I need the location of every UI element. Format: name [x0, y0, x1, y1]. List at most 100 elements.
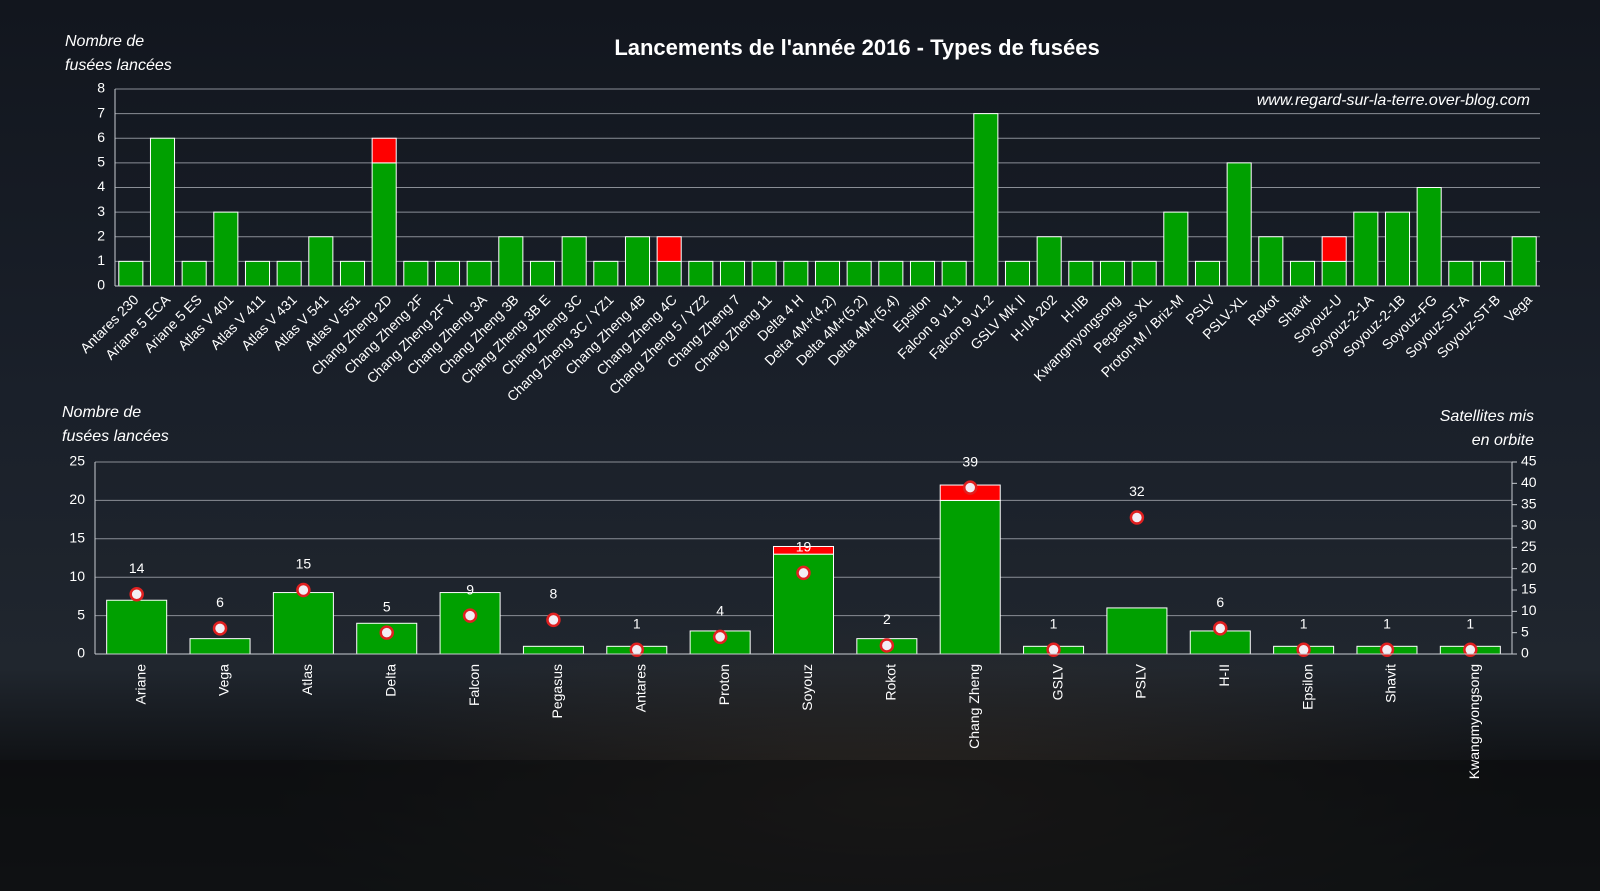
bar	[656, 260, 682, 287]
bar	[498, 236, 524, 287]
bar	[439, 592, 501, 655]
bar	[939, 499, 1001, 655]
value-label: 19	[796, 539, 812, 555]
bar	[656, 236, 682, 262]
x-tick-label: GSLV	[1049, 663, 1065, 700]
x-tick-label: Kwangmyongsong	[1466, 664, 1482, 779]
bar	[1106, 607, 1168, 655]
bar	[1416, 187, 1442, 287]
bar	[181, 260, 207, 287]
bar	[149, 137, 176, 287]
satellite-point	[296, 582, 311, 598]
bar	[276, 260, 302, 287]
y-tick-label: 10	[69, 568, 85, 584]
bar	[529, 260, 556, 287]
bar	[1448, 260, 1474, 287]
y-tick-label: 15	[69, 530, 85, 546]
bar	[772, 545, 835, 555]
bar	[1479, 260, 1506, 287]
satellite-point	[212, 621, 228, 636]
y-axis-title: Nombre de	[62, 404, 141, 421]
y-axis-title: Nombre de	[65, 33, 144, 50]
y-tick-label: 1	[97, 252, 105, 268]
satellite-point	[1379, 642, 1395, 657]
x-tick-label: Vega	[216, 664, 232, 696]
bar	[1258, 236, 1284, 287]
bar	[244, 260, 271, 287]
y-tick-label: 5	[77, 606, 85, 622]
bar	[189, 638, 251, 655]
bar	[1068, 260, 1094, 287]
y2-axis-title: en orbite	[1472, 432, 1534, 449]
x-tick-label: Rokot	[883, 664, 899, 701]
bar	[751, 260, 777, 287]
value-label: 5	[383, 598, 391, 614]
bar	[466, 260, 492, 287]
bar	[1384, 211, 1411, 287]
value-label: 1	[1466, 615, 1474, 631]
bar	[593, 260, 619, 287]
bar	[403, 260, 429, 287]
satellite-point	[1296, 642, 1311, 657]
chart-title: Lancements de l'année 2016 - Types de fu…	[614, 35, 1099, 60]
ground-shade	[0, 760, 1600, 891]
x-tick-label: Rokot	[1244, 291, 1281, 328]
bar	[308, 236, 334, 287]
satellite-point	[462, 608, 478, 623]
y-tick-label: 6	[97, 129, 105, 145]
y2-tick-label: 25	[1521, 538, 1537, 554]
bar	[1353, 211, 1379, 287]
x-tick-label: H-II	[1216, 664, 1232, 687]
y-tick-label: 0	[97, 277, 105, 293]
x-tick-label: Atlas	[299, 664, 315, 695]
y2-tick-label: 20	[1521, 559, 1537, 575]
bar	[1321, 236, 1347, 262]
y-tick-label: 8	[97, 80, 105, 96]
bar	[1131, 260, 1157, 287]
x-tick-label: Proton	[716, 664, 732, 705]
satellite-point	[379, 625, 394, 640]
satellite-point	[1046, 642, 1061, 657]
x-tick-label: Ariane	[132, 664, 148, 705]
bar	[973, 113, 999, 287]
satellite-point	[879, 638, 895, 653]
value-label: 6	[216, 594, 224, 610]
bar	[941, 260, 967, 287]
satellite-point	[1463, 642, 1478, 657]
x-tick-label: Pegasus	[549, 664, 565, 718]
bar	[272, 592, 334, 655]
value-label: 6	[1216, 594, 1224, 610]
bar	[1321, 260, 1347, 287]
value-label: 1	[1050, 615, 1058, 631]
bar	[1099, 260, 1126, 287]
value-label: 39	[962, 453, 978, 469]
bar	[371, 137, 397, 164]
bar	[878, 260, 904, 287]
y2-tick-label: 0	[1521, 645, 1529, 661]
bar	[624, 236, 651, 287]
y2-tick-label: 35	[1521, 495, 1537, 511]
satellite-point	[629, 642, 645, 657]
value-label: 8	[550, 586, 558, 602]
bar	[339, 260, 366, 287]
bar	[561, 236, 587, 287]
bar	[1036, 236, 1062, 287]
y-tick-label: 7	[97, 104, 105, 120]
bar	[106, 599, 168, 655]
x-tick-label: Chang Zheng	[966, 664, 982, 749]
y-tick-label: 5	[97, 154, 105, 170]
y-tick-label: 4	[97, 178, 105, 194]
y2-tick-label: 40	[1521, 474, 1537, 490]
bar	[1004, 260, 1031, 287]
bar	[434, 260, 461, 287]
bar	[371, 162, 397, 287]
bar	[719, 260, 746, 287]
y2-tick-label: 30	[1521, 517, 1537, 533]
y2-axis-title: Satellites mis	[1440, 408, 1534, 425]
value-label: 4	[716, 603, 724, 619]
value-label: 1	[1300, 615, 1308, 631]
y2-tick-label: 45	[1521, 453, 1537, 469]
satellite-point	[962, 480, 978, 495]
source-note: www.regard-sur-la-terre.over-blog.com	[1257, 92, 1530, 109]
